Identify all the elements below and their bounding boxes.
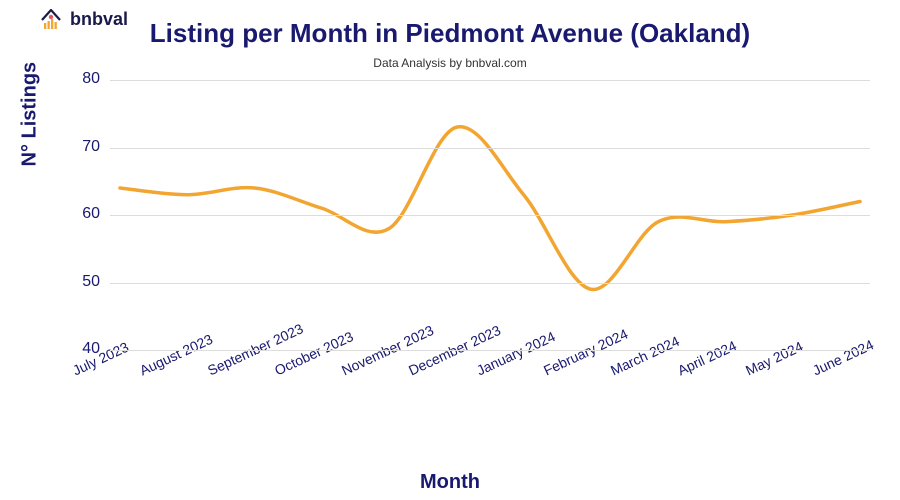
grid-line <box>110 350 870 351</box>
y-tick-label: 60 <box>70 205 100 223</box>
chart-subtitle: Data Analysis by bnbval.com <box>0 56 900 70</box>
series-line <box>120 127 860 290</box>
x-axis-label: Month <box>0 471 900 494</box>
grid-line <box>110 215 870 216</box>
grid-line <box>110 148 870 149</box>
y-tick-label: 70 <box>70 138 100 156</box>
y-axis-label: N° Listings <box>19 62 42 167</box>
y-tick-label: 80 <box>70 70 100 88</box>
grid-line <box>110 283 870 284</box>
grid-line <box>110 80 870 81</box>
chart-title: Listing per Month in Piedmont Avenue (Oa… <box>0 18 900 49</box>
y-tick-label: 50 <box>70 273 100 291</box>
